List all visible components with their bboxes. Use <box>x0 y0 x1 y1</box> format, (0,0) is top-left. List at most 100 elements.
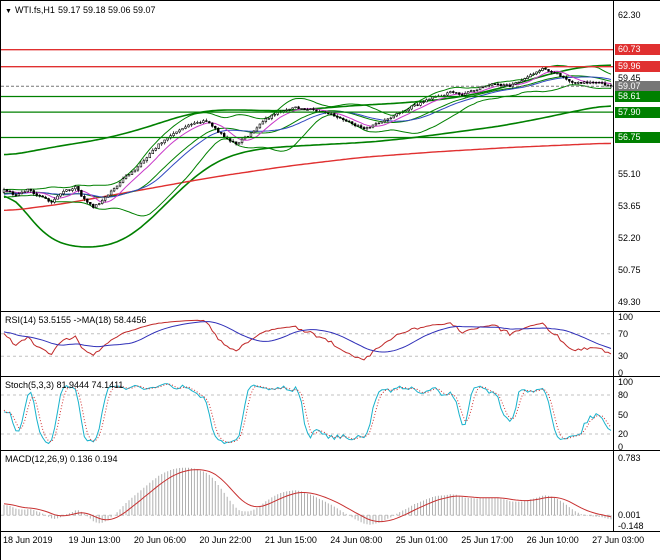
price-level-badge: 58.61 <box>615 90 660 102</box>
candle-body <box>529 74 532 78</box>
time-axis-label: 24 Jun 08:00 <box>330 535 383 545</box>
candle-body <box>2 189 6 193</box>
candle-body <box>371 124 375 128</box>
candle-body <box>53 198 56 203</box>
candle-body <box>118 182 122 187</box>
candle-body <box>202 120 205 123</box>
candle-body <box>240 138 244 143</box>
rsi-tick-label: 100 <box>618 312 634 322</box>
symbol-dropdown-icon[interactable]: ▼ <box>5 8 12 15</box>
stoch-k-line <box>3 383 612 445</box>
candle-body <box>89 202 92 205</box>
candle-body <box>249 132 253 137</box>
candle-body <box>190 123 193 126</box>
candle-body <box>416 104 419 106</box>
candle-body <box>562 75 565 78</box>
candle-body <box>303 108 306 111</box>
candle-body <box>472 90 476 92</box>
candle-body <box>520 80 523 83</box>
candle-body <box>172 133 175 136</box>
price-tick-label: 62.30 <box>618 10 641 20</box>
candle-body <box>44 196 47 199</box>
candle-body <box>333 113 336 117</box>
candle-body <box>588 81 592 84</box>
macd-tick-label: 0.001 <box>618 510 641 521</box>
candle-body <box>585 81 589 84</box>
wide-band-lower-line <box>3 105 612 248</box>
rsi-panel <box>1 319 613 361</box>
candle-body <box>106 194 110 198</box>
candle-body <box>95 204 98 208</box>
candles-layer <box>2 66 613 209</box>
candle-body <box>568 79 571 82</box>
candle-body <box>526 76 529 79</box>
price-level-badge: 56.75 <box>615 132 660 144</box>
candle-body <box>228 138 232 142</box>
candle-body <box>577 81 580 84</box>
candle-body <box>71 188 74 191</box>
candle-body <box>365 127 369 130</box>
candle-body <box>217 127 220 133</box>
candle-body <box>574 82 577 84</box>
candle-body <box>523 78 526 81</box>
price-level-badge: 59.96 <box>615 61 660 73</box>
candle-body <box>181 128 184 131</box>
candle-body <box>446 92 449 96</box>
candle-body <box>112 188 116 192</box>
candle-body <box>469 90 473 92</box>
candle-body <box>517 81 520 84</box>
stochastic-panel <box>1 383 613 445</box>
stoch-tick-label: 20 <box>618 429 629 439</box>
candle-body <box>300 108 303 110</box>
candle-body <box>288 108 291 111</box>
candle-body <box>145 157 149 162</box>
candle-body <box>508 84 512 87</box>
rsi-line <box>3 319 612 361</box>
price-tick-label: 52.20 <box>618 232 641 243</box>
candle-body <box>56 195 59 200</box>
price-level-badge: 60.73 <box>615 44 660 56</box>
candle-body <box>26 188 30 193</box>
price-level-badge: 59.07 <box>615 80 660 92</box>
candle-body <box>50 200 53 203</box>
candle-body <box>347 120 351 123</box>
stoch-tick-label: 100 <box>618 377 634 387</box>
candle-body <box>199 122 202 124</box>
candle-body <box>559 72 562 77</box>
candle-body <box>252 130 256 134</box>
candle-body <box>368 126 372 129</box>
candle-body <box>142 160 146 164</box>
candle-body <box>231 140 235 143</box>
candle-body <box>541 68 544 71</box>
candle-body <box>505 84 509 86</box>
candle-body <box>422 101 425 104</box>
candle-body <box>591 81 595 84</box>
main-price-panel <box>3 64 612 248</box>
rsi-tick-label: 70 <box>618 328 629 339</box>
candle-body <box>496 83 500 85</box>
candle-body <box>59 193 62 197</box>
candle-body <box>553 72 556 74</box>
candle-body <box>100 199 104 204</box>
candle-body <box>220 132 223 134</box>
macd-signal-line <box>3 469 612 523</box>
rsi-ma-line <box>3 321 612 353</box>
candle-body <box>410 105 413 110</box>
candle-body <box>62 190 65 195</box>
candle-body <box>237 142 241 145</box>
candle-body <box>148 153 151 159</box>
candle-body <box>208 121 211 124</box>
candle-body <box>222 133 226 138</box>
candle-body <box>312 108 315 111</box>
candle-body <box>431 96 434 100</box>
macd-tick-label: 0.783 <box>618 453 641 464</box>
candle-body <box>193 122 196 125</box>
price-tick-label: 55.10 <box>618 168 641 179</box>
candle-body <box>356 125 360 127</box>
candle-body <box>475 89 479 91</box>
time-axis-label: 27 Jun 03:00 <box>592 535 645 545</box>
candle-body <box>8 190 12 193</box>
stoch-tick-label: 50 <box>618 409 629 420</box>
candle-body <box>392 115 395 119</box>
